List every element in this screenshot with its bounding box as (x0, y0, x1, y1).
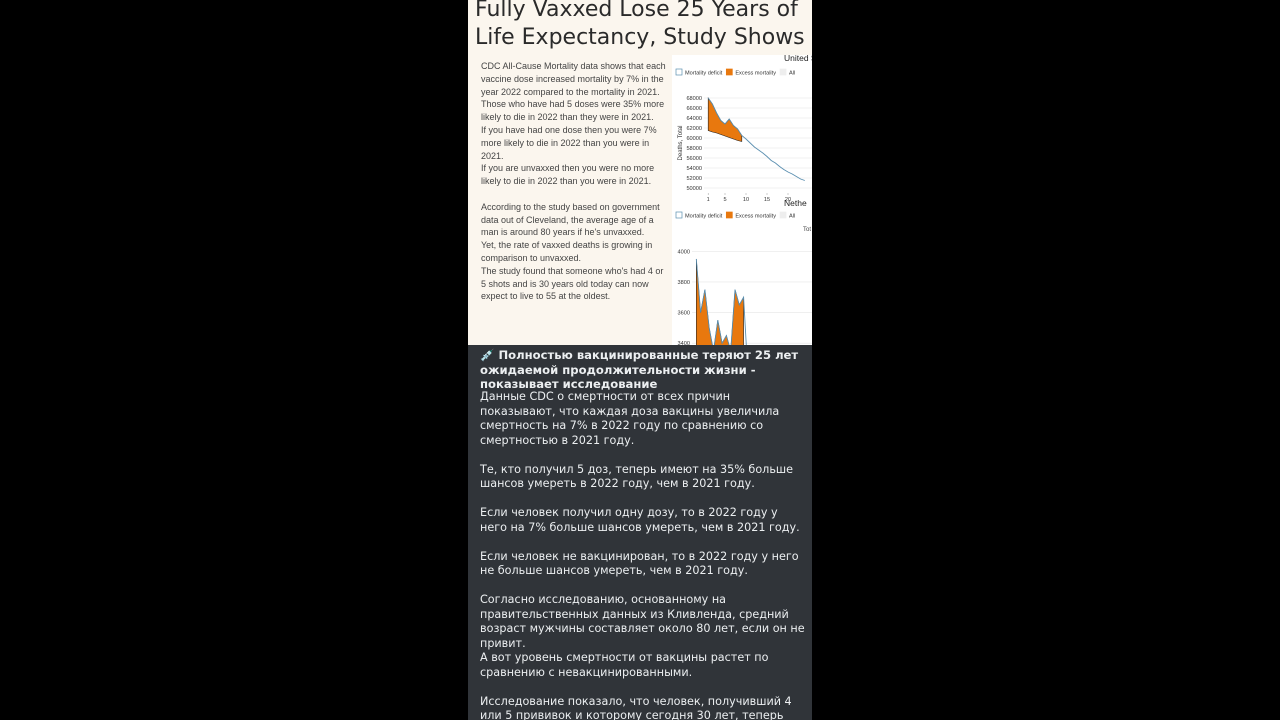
chart: Nethe Tot Mortality deficit Excess mortalit… (675, 198, 812, 345)
caption: 💉 Полностью вакцинированные теряют 25 ле… (468, 345, 812, 720)
chart-panel (672, 55, 812, 345)
legend-swatch (675, 68, 683, 76)
y-tick-label: 66000 (686, 106, 702, 112)
legend-swatch (779, 211, 787, 219)
image-paragraph: Yet, the rate of vaxxed deaths is growin… (481, 240, 653, 263)
y-tick-label: 54000 (686, 166, 702, 172)
caption-paragraph: Данные CDC о смертности от всех причин п… (480, 390, 780, 447)
legend-swatch (725, 211, 733, 219)
y-tick-label: 50000 (686, 186, 702, 192)
y-tick-label: 3800 (678, 280, 690, 286)
legend-label: Excess mortality (735, 71, 776, 77)
y-tick-label: 3400 (678, 341, 690, 345)
x-tick-label: 20 (785, 197, 791, 203)
x-tick-label: 5 (723, 197, 726, 203)
legend-swatch (725, 68, 733, 76)
legend-label: All (789, 214, 795, 220)
image-text: CDC All-Cause Mortality data shows that … (481, 60, 667, 303)
legend-label: Mortality deficit (685, 214, 723, 220)
caption-heading: 💉 Полностью вакцинированные теряют 25 ле… (480, 348, 799, 392)
excess-area (695, 258, 744, 345)
y-tick-label: 68000 (686, 96, 702, 102)
chart: United Sta Mortality deficit Excess mortal… (675, 55, 812, 203)
y-tick-label: 60000 (686, 136, 702, 142)
charts: United Sta Mortality deficit Excess mortal… (672, 55, 812, 345)
chart-title: United Sta (784, 55, 812, 63)
legend-label: Excess mortality (735, 214, 776, 220)
y-tick-label: 64000 (686, 116, 702, 122)
legend-label: All (789, 71, 795, 77)
caption-paragraph: Согласно исследованию, основанному на пр… (480, 593, 805, 650)
total-line (707, 97, 805, 181)
image-paragraph: The study found that someone who's had 4… (481, 265, 664, 302)
caption-paragraph: Исследование показало, что человек, полу… (480, 694, 792, 720)
image-paragraph: CDC All-Cause Mortality data shows that … (481, 61, 666, 97)
y-tick-label: 4000 (678, 249, 690, 255)
caption-paragraph: Если человек не вакцинирован, то в 2022 … (480, 549, 799, 578)
caption-paragraph: А вот уровень смертности от вакцины раст… (480, 651, 769, 679)
post-image: Fully Vaxxed Lose 25 Years of Life Expec… (468, 0, 812, 345)
y-axis-label: Deaths, Total (678, 126, 684, 161)
chart-title: Nethe (784, 198, 807, 208)
chart-subtitle: Tot (803, 227, 811, 233)
image-paragraph: If you are unvaxxed then you were no mor… (481, 163, 655, 187)
legend-swatch (675, 211, 683, 219)
x-tick-label: 15 (764, 197, 770, 203)
y-tick-label: 3600 (678, 311, 690, 317)
legend-swatch (779, 68, 787, 76)
caption-paragraph: Те, кто получил 5 доз, теперь имеют на 3… (480, 462, 794, 491)
legend-label: Mortality deficit (685, 71, 723, 77)
y-tick-label: 62000 (686, 126, 702, 132)
y-tick-label: 56000 (686, 156, 702, 162)
x-tick-label: 10 (743, 197, 749, 203)
image-paragraph: According to the study based on governme… (481, 201, 660, 238)
image-paragraph: Those who have had 5 doses were 35% more… (481, 99, 665, 123)
y-tick-label: 52000 (686, 176, 702, 182)
caption-body: Данные CDC о смертности от всех причин п… (480, 390, 806, 720)
caption-paragraph: Если человек получил одну дозу, то в 202… (480, 506, 800, 534)
post: Fully Vaxxed Lose 25 Years of Life Expec… (468, 0, 812, 720)
image-title: Fully Vaxxed Lose 25 Years of Life Expec… (475, 0, 805, 50)
image-paragraph: If you have had one dose then you were 7… (481, 124, 657, 161)
y-tick-label: 58000 (686, 146, 702, 152)
x-tick-label: 1 (707, 197, 710, 203)
